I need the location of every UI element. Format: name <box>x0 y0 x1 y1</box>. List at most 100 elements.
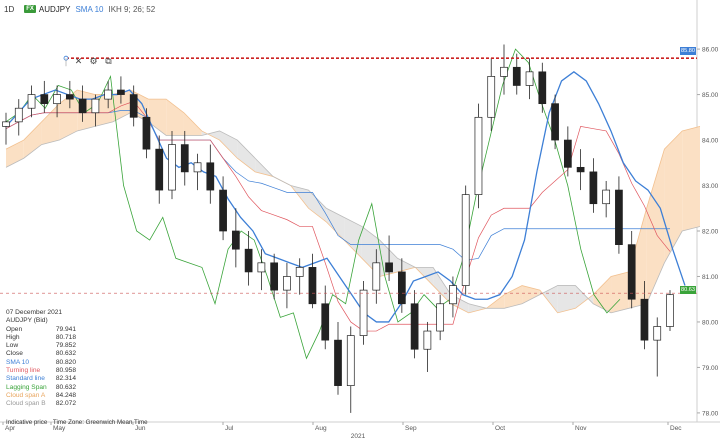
chart-header: 1D FX AUDJPY SMA 10 IKH 9; 26; 52 <box>0 3 155 15</box>
candle-body <box>155 148 164 191</box>
candle-body <box>104 89 113 100</box>
cloud-segment <box>611 271 629 313</box>
cloud-span-b-line <box>5 112 701 314</box>
price-tick-label: 85.00 <box>702 92 719 99</box>
candle-body <box>627 244 636 300</box>
cloud-segment <box>183 112 202 136</box>
time-axis-year: 2021 <box>351 433 366 440</box>
cloud-segment <box>433 267 451 304</box>
candle-body <box>576 166 585 173</box>
candle-body <box>180 144 189 173</box>
candle-body <box>270 262 279 291</box>
copy-icon[interactable]: ⧉ <box>105 56 112 66</box>
info-row-value: 80.632 <box>55 383 76 391</box>
candle-body <box>410 303 419 350</box>
cloud-segment <box>237 140 256 172</box>
time-tick-label: May <box>53 425 66 432</box>
info-row-value: 80.820 <box>55 358 76 366</box>
candle-body <box>640 298 649 341</box>
ohlc-info-panel: 07 December 2021 AUDJPY (Bid) Open 79.941… <box>6 309 76 409</box>
candle-body <box>436 303 445 332</box>
candle-body <box>615 189 623 245</box>
ichimoku-indicator-label[interactable]: IKH 9; 26; 52 <box>108 4 156 14</box>
cloud-segment <box>575 285 594 309</box>
turning-line <box>5 100 671 332</box>
cloud-segment <box>166 99 184 136</box>
close-icon[interactable]: ✕ <box>74 56 83 66</box>
info-row-label: Open <box>6 325 23 333</box>
time-tick-label: Nov <box>575 425 587 432</box>
price-tick-label: 79.00 <box>702 365 719 372</box>
cloud-segment <box>326 208 345 241</box>
cloud-segment <box>148 99 167 136</box>
timeframe-label[interactable]: 1D <box>4 4 15 14</box>
price-tick-label: 84.00 <box>702 138 719 145</box>
cloud-segment <box>468 303 487 313</box>
info-row-label: Standard line <box>6 375 45 383</box>
cloud-segment <box>539 285 558 313</box>
info-row-label: High <box>6 333 20 341</box>
cloud-segment <box>219 130 238 159</box>
cloud-segment <box>593 276 612 313</box>
time-tick-label: Jul <box>225 425 234 432</box>
candle-body <box>193 162 202 173</box>
time-tick-label: Sep <box>405 425 417 432</box>
info-row-label: SMA 10 <box>6 358 30 366</box>
sma-indicator-label[interactable]: SMA 10 <box>75 4 104 14</box>
info-row: Lagging Span 80.632 <box>6 384 76 392</box>
price-tick-label: 86.00 <box>702 47 719 54</box>
time-tick-label: Oct <box>495 425 505 432</box>
candle-body <box>65 94 74 100</box>
time-tick-label: Dec <box>670 425 682 432</box>
candle-body <box>117 89 125 95</box>
cloud-segment <box>23 121 42 159</box>
info-title: AUDJPY (Bid) <box>6 317 48 325</box>
candle-body <box>653 326 662 341</box>
candle-body <box>500 66 508 77</box>
symbol-label[interactable]: AUDJPY <box>38 4 71 14</box>
info-row-label: Turning line <box>6 367 41 375</box>
price-tick-label: 81.00 <box>702 274 719 281</box>
candle-body <box>372 262 381 291</box>
cloud-segment <box>59 90 78 141</box>
standard-line <box>5 110 670 261</box>
info-row: Close 80.632 <box>6 350 76 358</box>
info-row-label: Close <box>6 350 23 358</box>
price-tick-label: 82.00 <box>702 229 719 236</box>
info-row: Standard line 82.314 <box>6 375 76 383</box>
cloud-segment <box>41 103 60 145</box>
candle-body <box>551 103 559 141</box>
info-row: SMA 10 80.820 <box>6 359 76 367</box>
candle-body <box>525 71 534 86</box>
candle-body <box>129 94 138 118</box>
info-row-value: 80.958 <box>55 367 76 375</box>
candle-body <box>308 267 317 305</box>
candle-body <box>206 162 215 191</box>
info-row-value: 80.718 <box>55 333 76 341</box>
candle-body <box>602 189 611 205</box>
info-row: Turning line 80.958 <box>6 367 76 375</box>
candle-body <box>78 98 87 114</box>
info-row: Open 79.941 <box>6 326 76 334</box>
drawing-toolbar: ✕ ⚙ ⧉ <box>73 56 114 67</box>
indicative-price-note: Indicative price <box>6 419 48 426</box>
candle-body <box>295 267 304 277</box>
info-row-label: Low <box>6 342 19 350</box>
info-row-value: 84.248 <box>55 391 76 399</box>
gear-icon[interactable]: ⚙ <box>89 56 98 66</box>
candle-body <box>2 121 10 127</box>
info-row-label: Lagging Span <box>6 383 47 391</box>
candle-body <box>231 230 240 250</box>
cloud-segment <box>682 126 700 231</box>
candle-body <box>474 116 483 195</box>
candle-body <box>666 294 674 327</box>
candle-body <box>219 189 227 232</box>
info-row-value: 80.632 <box>55 350 76 358</box>
price-tick-label: 80.00 <box>702 319 719 326</box>
candle-body <box>142 116 151 150</box>
info-row-label: Cloud span A <box>6 391 46 399</box>
candle-body <box>449 285 457 305</box>
cloud-segment <box>379 240 398 277</box>
info-row: High 80.718 <box>6 334 76 342</box>
